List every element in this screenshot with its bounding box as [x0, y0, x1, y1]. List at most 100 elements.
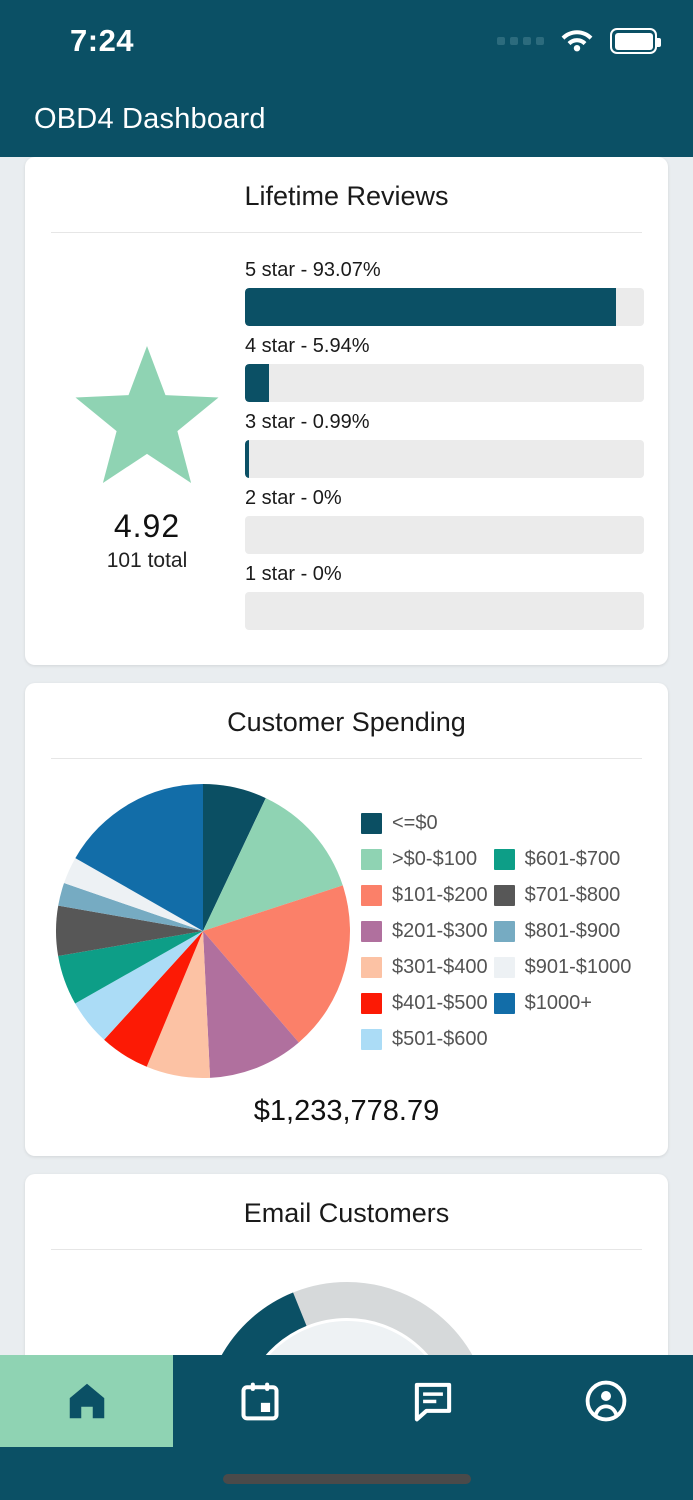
- legend-item: $701-$800: [493, 877, 632, 913]
- card-title-email: Email Customers: [243, 1198, 450, 1228]
- legend-swatch: [493, 956, 515, 978]
- spending-pie-chart: [55, 784, 350, 1078]
- rating-bar-label: 3 star - 0.99%: [245, 411, 370, 433]
- star-icon: [75, 345, 219, 484]
- spending-total-amount: $1,233,778.79: [253, 1095, 440, 1127]
- signal-dots-icon: [497, 37, 544, 45]
- pie-slice: [75, 931, 203, 1040]
- pie-slice: [203, 784, 266, 931]
- rating-bar-row: 1 star - 0%: [245, 563, 644, 630]
- donut-track: [213, 1282, 480, 1371]
- rating-bar-label: 5 star - 93.07%: [245, 259, 381, 281]
- legend-swatch: [361, 884, 382, 906]
- legend-label: $1000+: [524, 991, 592, 1014]
- rating-bar-row: 2 star - 0%: [245, 487, 644, 554]
- legend-swatch: [493, 884, 515, 906]
- legend-swatch: [493, 920, 515, 942]
- legend-item: $301-$400: [361, 949, 488, 985]
- rating-bar-fill: [245, 364, 269, 402]
- legend-swatch: [361, 956, 382, 978]
- rating-bar-track: [245, 516, 644, 554]
- legend-item: $1000+: [493, 985, 632, 1021]
- nav-item-account[interactable]: [520, 1355, 693, 1447]
- message-icon: [414, 1382, 452, 1422]
- rating-bar-label: 2 star - 0%: [245, 487, 342, 509]
- legend-label: >$0-$100: [392, 847, 478, 870]
- legend-label: $701-$800: [524, 883, 621, 906]
- email-customers-card: Email Customers 67%: [25, 1174, 668, 1371]
- legend-swatch: [361, 1028, 382, 1050]
- rating-bar-track: [245, 288, 644, 326]
- rating-bar-fill: [245, 288, 617, 326]
- pie-slice: [58, 883, 203, 931]
- email-body: 67%: [25, 1250, 668, 1371]
- nav-item-messages[interactable]: [347, 1355, 520, 1447]
- dashboard-scroll-area[interactable]: Lifetime Reviews 4.92 101 total 5 star -…: [0, 157, 693, 1371]
- rating-bar-fill: [245, 440, 250, 478]
- reviews-body: 4.92 101 total 5 star - 93.07% 4 star - 5…: [25, 233, 668, 665]
- legend-label: $601-$700: [524, 847, 621, 870]
- legend-item: $901-$1000: [493, 949, 632, 985]
- legend-label: $301-$400: [392, 955, 488, 978]
- legend-label: $201-$300: [392, 919, 488, 942]
- bottom-navigation-bar: [0, 1355, 693, 1500]
- legend-item: $201-$300: [361, 913, 488, 949]
- legend-swatch: [493, 992, 515, 1014]
- legend-label: <=$0: [392, 811, 438, 834]
- rating-bar-row: 3 star - 0.99%: [245, 411, 644, 478]
- legend-item: $401-$500: [361, 985, 488, 1021]
- card-title-spending: Customer Spending: [227, 707, 466, 737]
- legend-label: $101-$200: [392, 883, 488, 906]
- lifetime-reviews-card: Lifetime Reviews 4.92 101 total 5 star -…: [25, 157, 668, 665]
- pie-slice: [75, 784, 203, 931]
- status-icons: [497, 26, 661, 57]
- divider: [51, 1249, 642, 1250]
- nav-item-home[interactable]: [0, 1355, 174, 1447]
- legend-swatch: [361, 992, 382, 1014]
- legend-item: $101-$200: [361, 877, 488, 913]
- legend-item: <=$0: [361, 805, 488, 841]
- customer-spending-card: Customer Spending <=$0 >$0-$100 $101-$200 $…: [25, 683, 668, 1156]
- home-indicator: [222, 1474, 471, 1484]
- battery-full-icon: [610, 28, 661, 54]
- account-circle-icon: [586, 1380, 627, 1422]
- legend-label: $801-$900: [524, 919, 621, 942]
- rating-bar-track: [245, 364, 644, 402]
- rating-distribution-bars: 5 star - 93.07% 4 star - 5.94% 3 star - 0.…: [245, 255, 644, 639]
- app-bar: OBD4 Dashboard: [0, 82, 693, 157]
- pie-slice: [146, 931, 211, 1078]
- pie-slice: [203, 931, 299, 1078]
- nav-item-calendar[interactable]: [173, 1355, 346, 1447]
- page-title: OBD4 Dashboard: [34, 103, 266, 135]
- divider: [51, 232, 642, 233]
- status-time: 7:24: [70, 23, 135, 58]
- rating-bar-label: 4 star - 5.94%: [245, 335, 370, 357]
- card-title-reviews: Lifetime Reviews: [244, 181, 449, 211]
- spending-body: <=$0 >$0-$100 $101-$200 $201-$300 $301-$400 $…: [25, 759, 668, 1081]
- rating-bar-label: 1 star - 0%: [245, 563, 342, 585]
- pie-slice: [64, 858, 203, 931]
- pie-slice: [55, 905, 203, 957]
- home-icon: [69, 1383, 104, 1419]
- legend-item: $501-$600: [361, 1021, 488, 1057]
- legend-column-right: $601-$700 $701-$800 $801-$900 $901-$1000 $10…: [493, 805, 632, 1057]
- legend-swatch: [361, 812, 382, 834]
- rating-bar-track: [245, 592, 644, 630]
- status-bar: 7:24: [0, 0, 693, 82]
- legend-swatch: [361, 848, 382, 870]
- legend-swatch: [493, 848, 515, 870]
- divider: [51, 758, 642, 759]
- pie-slice: [58, 931, 203, 1004]
- bottom-nav-items: [0, 1355, 693, 1447]
- legend-column-left: <=$0 >$0-$100 $101-$200 $201-$300 $301-$400 $…: [361, 805, 488, 1057]
- spending-legend: <=$0 >$0-$100 $101-$200 $201-$300 $301-$400 $…: [353, 805, 650, 1057]
- rating-bar-track: [245, 440, 644, 478]
- legend-swatch: [361, 920, 382, 942]
- rating-total-count: 101 total: [106, 549, 188, 572]
- legend-label: $401-$500: [392, 991, 488, 1014]
- legend-label: $901-$1000: [524, 955, 632, 978]
- wifi-icon: [560, 26, 594, 57]
- legend-label: $501-$600: [392, 1027, 488, 1050]
- rating-value: 4.92: [113, 508, 181, 544]
- legend-item: $801-$900: [493, 913, 632, 949]
